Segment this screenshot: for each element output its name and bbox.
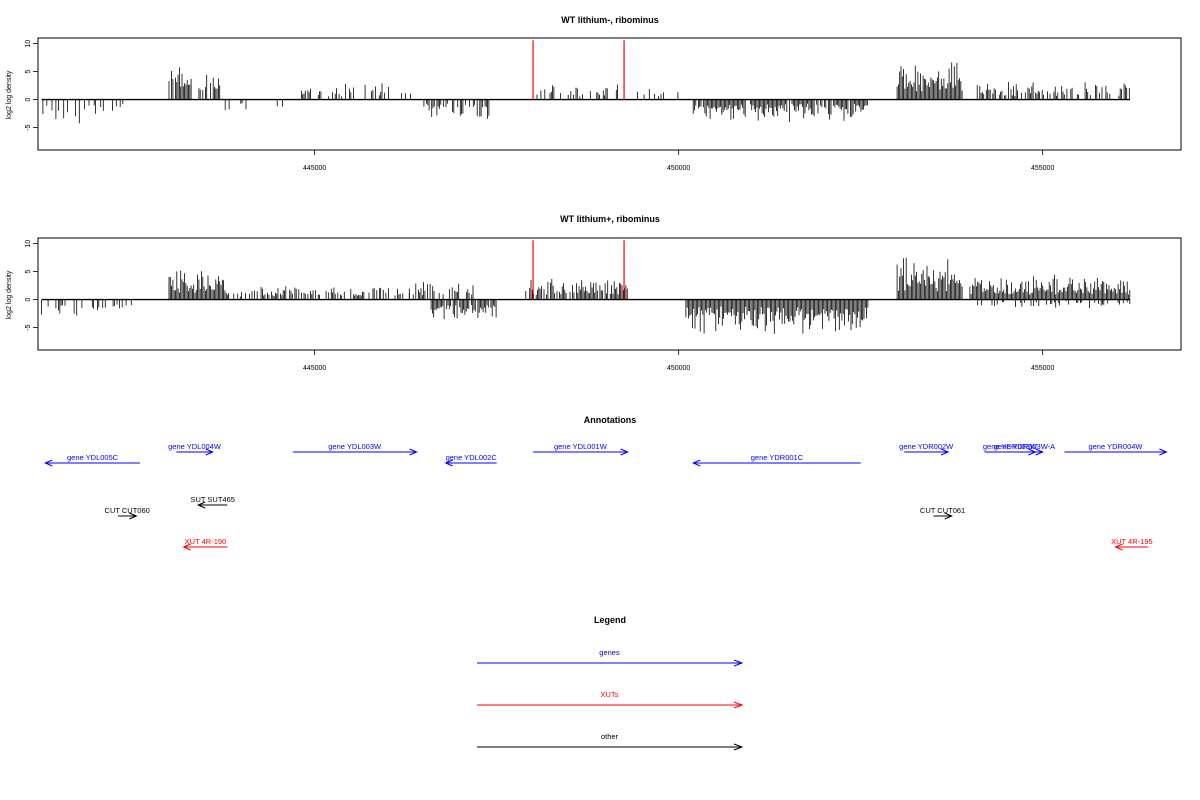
x-tick-label: 455000 — [1031, 365, 1054, 372]
feature-arrow-head — [196, 501, 206, 509]
legend-label: other — [601, 732, 619, 741]
feature-label: gene YDR004W — [1088, 442, 1143, 451]
x-tick-label: 455000 — [1031, 165, 1054, 172]
feature-gene-ydl005c: gene YDL005C — [44, 453, 140, 467]
coverage-bars — [42, 62, 1130, 124]
feature-cut-cut060: CUT CUT060 — [105, 506, 150, 520]
feature-gene-ydr001c: gene YDR001C — [691, 453, 861, 467]
panel-title: WT lithium+, ribominus — [560, 214, 660, 224]
x-tick-label: 445000 — [303, 165, 326, 172]
legend-item-genes: genes — [477, 648, 744, 667]
feature-arrow-head — [1114, 543, 1123, 551]
feature-xut-4r-195: XUT 4R-195 — [1111, 537, 1153, 551]
legend-arrow-head — [733, 701, 744, 709]
y-tick-label: 0 — [25, 98, 32, 102]
feature-label: SUT SUT465 — [190, 495, 234, 504]
feature-list: gene YDL005C gene YDL004W gene YDL003W gene… — [44, 442, 1168, 551]
feature-label: CUT CUT060 — [105, 506, 150, 515]
track-panel-lithium-plus: WT lithium+, ribominus log2 log density … — [6, 214, 1182, 372]
y-tick-label: 5 — [25, 70, 32, 74]
feature-label: gene YDL002C — [446, 453, 498, 462]
plot-frame — [37, 237, 1182, 351]
y-axis-label: log2 log density — [6, 70, 13, 119]
feature-label: gene YDR002W — [899, 442, 954, 451]
annotations-title: Annotations — [584, 415, 637, 425]
y-tick-label: 10 — [25, 40, 32, 48]
y-tick-label: -5 — [25, 324, 32, 330]
feature-arrow-head — [129, 512, 138, 520]
feature-label: gene YDL001W — [554, 442, 608, 451]
feature-xut-4r-190: XUT 4R-190 — [182, 537, 228, 551]
feature-gene-ydl003w: gene YDL003W — [292, 442, 418, 456]
y-tick-label: 10 — [25, 240, 32, 248]
feature-label: gene YDR003W-A — [994, 442, 1055, 451]
plot-frame — [37, 37, 1182, 151]
feature-label: gene YDL003W — [328, 442, 382, 451]
feature-label: gene YDR001C — [751, 453, 804, 462]
feature-label: gene YDL005C — [67, 453, 119, 462]
feature-arrow-head — [444, 459, 453, 467]
feature-label: XUT 4R-195 — [1111, 537, 1153, 546]
coverage-bars — [41, 257, 1131, 334]
legend-label: XUTs — [601, 690, 619, 699]
panel-title: WT lithium-, ribominus — [561, 15, 659, 25]
feature-gene-ydr004w: gene YDR004W — [1064, 442, 1168, 456]
feature-arrow-head — [944, 512, 953, 520]
legend-arrow-head — [733, 659, 744, 667]
feature-label: CUT CUT061 — [920, 506, 965, 515]
feature-gene-ydl004w: gene YDL004W — [168, 442, 222, 456]
axes: -5 0 5 10 445000 450000 455000 — [25, 40, 1130, 172]
feature-arrow-head — [182, 543, 191, 551]
feature-arrow-head — [620, 448, 629, 456]
y-tick-label: 5 — [25, 270, 32, 274]
feature-gene-ydl001w: gene YDL001W — [533, 442, 629, 456]
legend: Legend genes XUTs other — [477, 615, 744, 751]
feature-label: gene YDL004W — [168, 442, 222, 451]
track-panel-lithium-minus: WT lithium-, ribominus log2 log density … — [6, 15, 1182, 172]
legend-item-other: other — [477, 732, 744, 751]
legend-item-xuts: XUTs — [477, 690, 744, 709]
feature-arrow-head — [1035, 448, 1044, 456]
feature-sut-sut465: SUT SUT465 — [190, 495, 235, 509]
feature-arrow-head — [409, 448, 418, 456]
feature-arrow-head — [691, 459, 701, 467]
feature-gene-ydl002c: gene YDL002C — [444, 453, 498, 467]
feature-cut-cut061: CUT CUT061 — [920, 506, 965, 520]
x-tick-label: 445000 — [303, 365, 326, 372]
feature-label: XUT 4R-190 — [185, 537, 227, 546]
feature-arrow-head — [44, 459, 53, 467]
feature-gene-ydr003w-a: gene YDR003W-A — [994, 442, 1055, 456]
y-tick-label: -5 — [25, 124, 32, 130]
feature-gene-ydr002w: gene YDR002W — [899, 442, 954, 456]
axes: -5 0 5 10 445000 450000 455000 — [25, 240, 1130, 372]
legend-title: Legend — [594, 615, 626, 625]
y-axis-label: log2 log density — [6, 270, 13, 319]
feature-label: gene YDR003W — [983, 442, 1038, 451]
y-tick-label: 0 — [25, 298, 32, 302]
feature-arrow-head — [205, 448, 214, 456]
x-tick-label: 450000 — [667, 365, 690, 372]
legend-items: genes XUTs other — [477, 648, 744, 751]
legend-label: genes — [599, 648, 620, 657]
feature-arrow-head — [940, 448, 950, 456]
x-tick-label: 450000 — [667, 165, 690, 172]
feature-arrow-head — [1159, 448, 1168, 456]
legend-arrow-head — [733, 743, 744, 751]
